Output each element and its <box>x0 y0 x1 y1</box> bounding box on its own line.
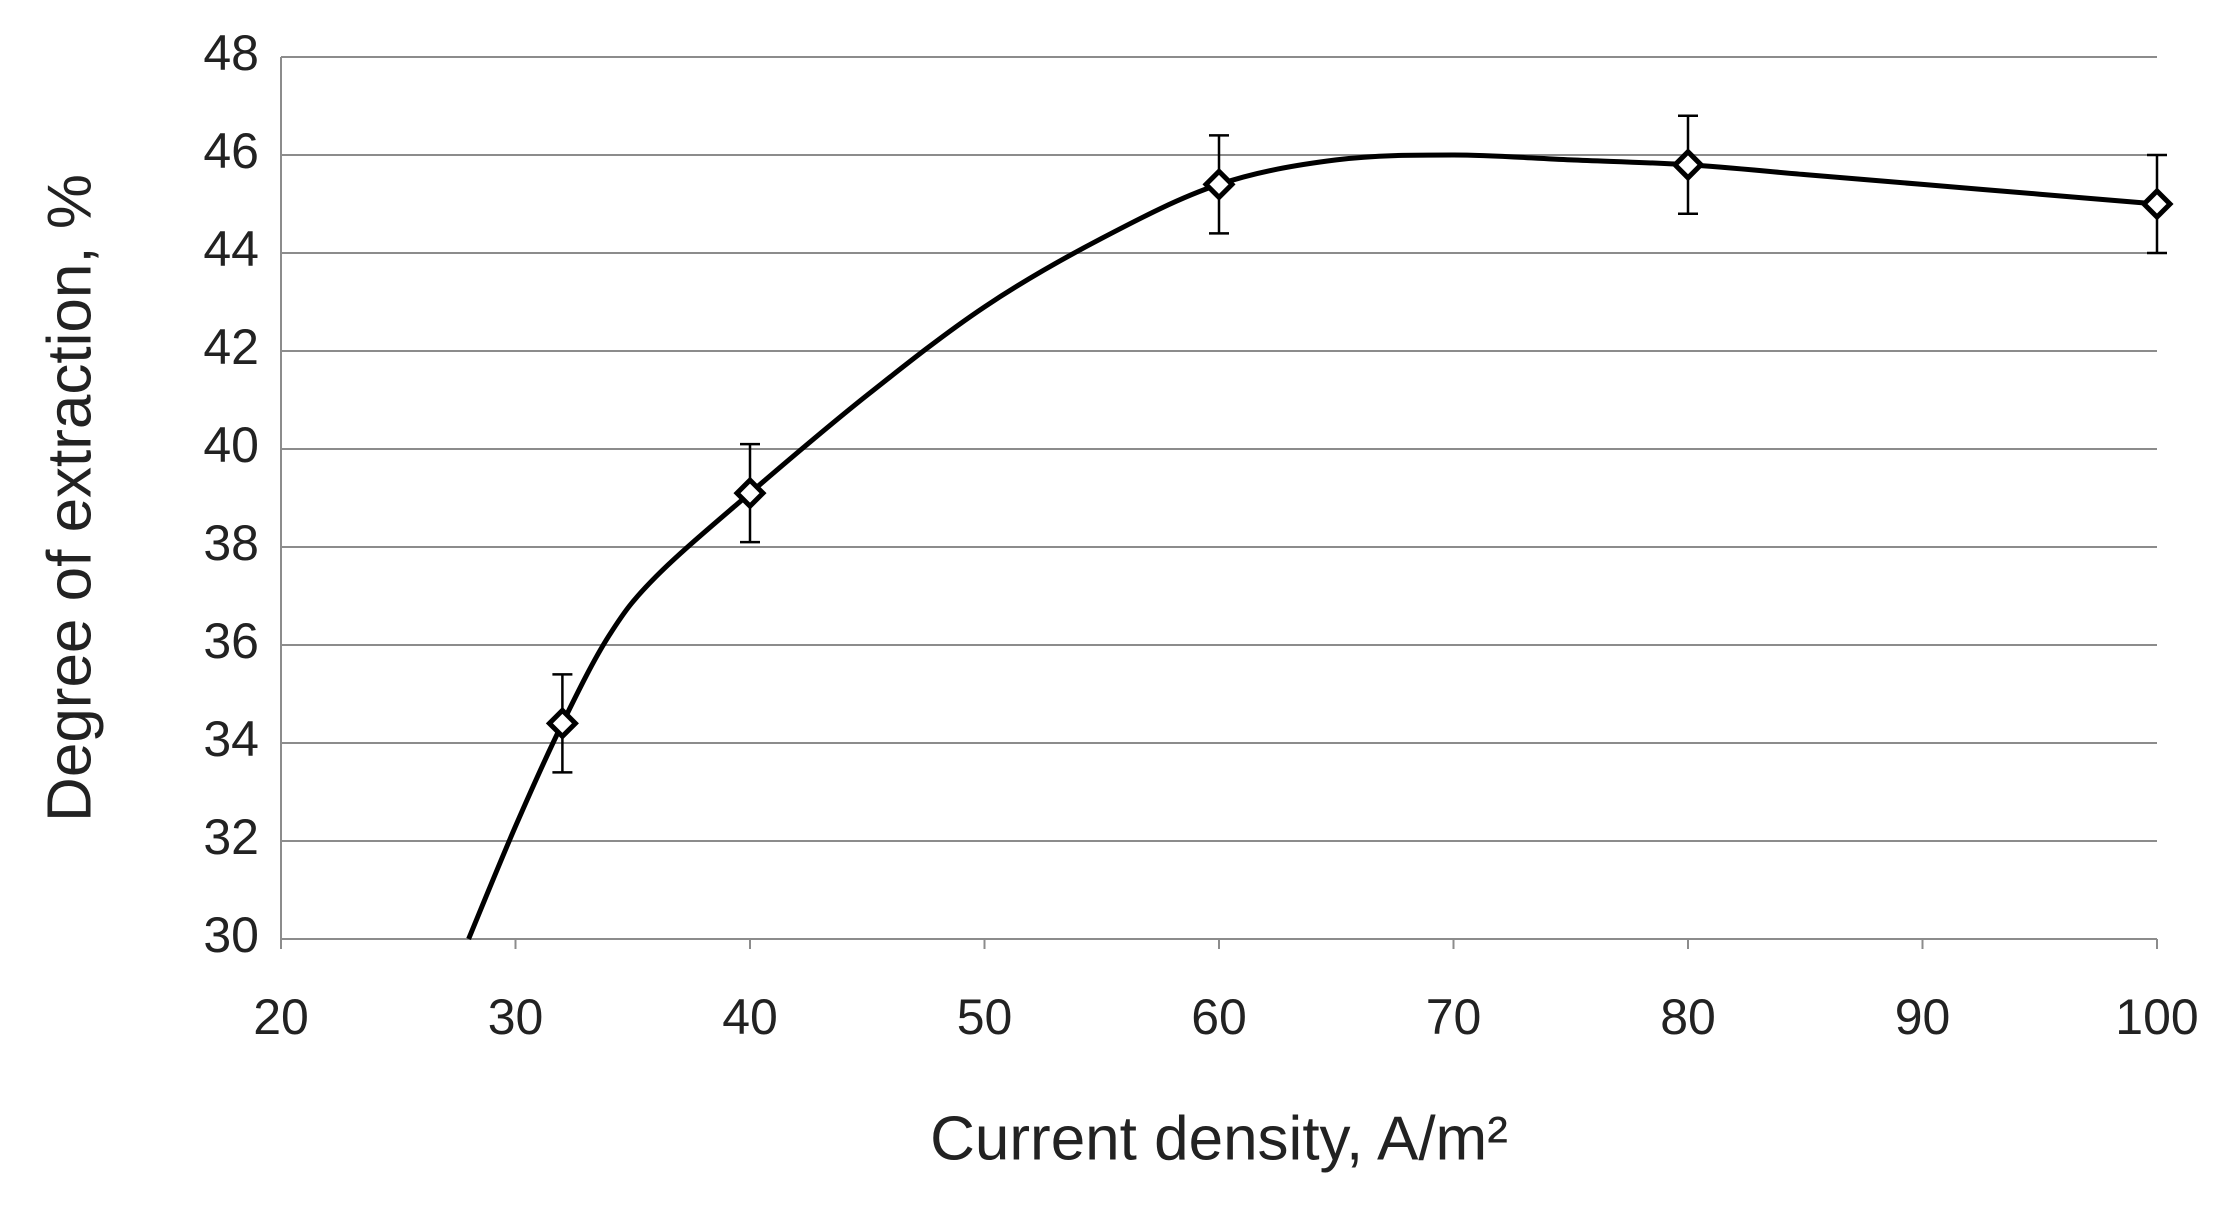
x-tick-label: 80 <box>1660 989 1716 1045</box>
y-tick-label: 38 <box>203 515 259 571</box>
y-tick-label: 48 <box>203 25 259 81</box>
x-tick-label: 60 <box>1191 989 1247 1045</box>
y-tick-label: 42 <box>203 319 259 375</box>
x-tick-label: 50 <box>957 989 1013 1045</box>
x-tick-label: 20 <box>253 989 309 1045</box>
curve <box>466 152 2158 940</box>
x-tick-label: 70 <box>1426 989 1482 1045</box>
y-axis-title: Degree of extraction, % <box>35 174 104 822</box>
marker <box>1671 148 1705 182</box>
y-tick-label: 46 <box>203 123 259 179</box>
y-tick-label: 40 <box>203 417 259 473</box>
x-tick-label: 40 <box>722 989 778 1045</box>
x-tick-label: 90 <box>1895 989 1951 1045</box>
x-tick-label: 30 <box>488 989 544 1045</box>
marker <box>2140 187 2174 221</box>
y-tick-label: 30 <box>203 907 259 963</box>
y-tick-label: 32 <box>203 809 259 865</box>
y-tick-label: 44 <box>203 221 259 277</box>
x-tick-label: 100 <box>2115 989 2198 1045</box>
y-tick-label: 34 <box>203 711 259 767</box>
marker <box>545 706 579 740</box>
x-axis-title: Current density, A/m² <box>930 1104 1508 1173</box>
marker <box>1202 167 1236 201</box>
marker <box>733 476 767 510</box>
y-tick-label: 36 <box>203 613 259 669</box>
